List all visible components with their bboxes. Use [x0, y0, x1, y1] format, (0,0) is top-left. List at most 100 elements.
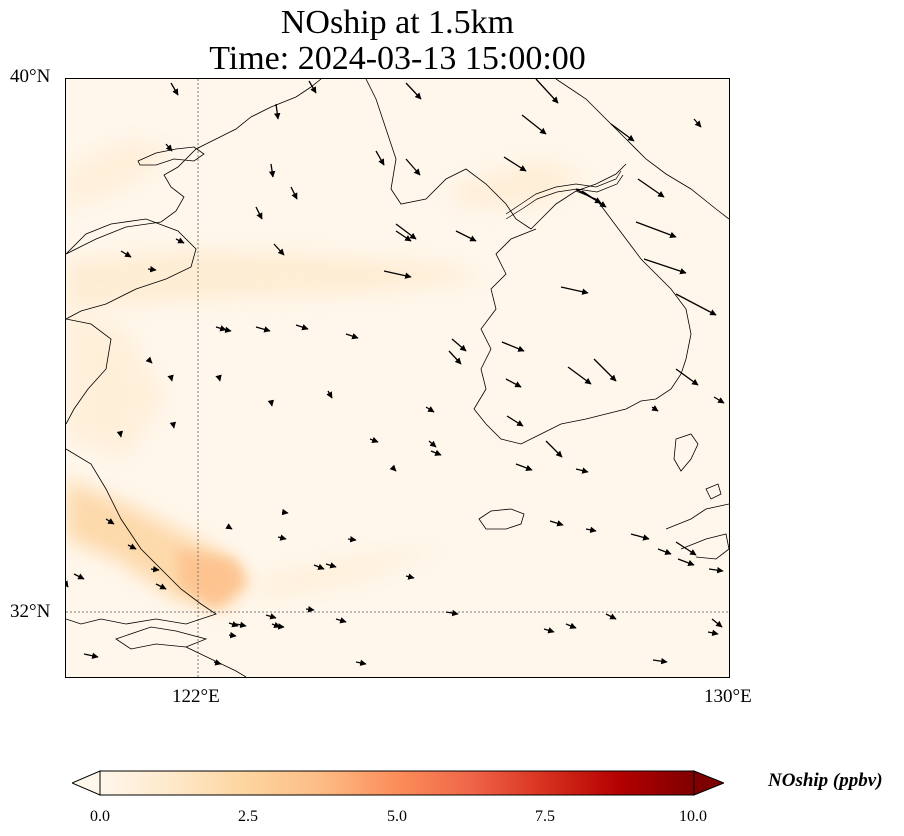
- plume-east-china-sea: [256, 549, 446, 599]
- wind-arrow: [675, 541, 697, 556]
- wind-vectors: [66, 79, 725, 667]
- colorbar-tick-3: 7.5: [535, 808, 555, 825]
- wind-arrow: [610, 123, 635, 142]
- wind-arrow: [228, 621, 239, 628]
- wind-arrow: [448, 350, 462, 365]
- wind-arrow: [405, 158, 421, 176]
- wind-arrow: [707, 629, 719, 637]
- wind-arrow: [389, 464, 397, 472]
- wind-arrow: [445, 609, 459, 617]
- wind-arrow: [369, 436, 379, 443]
- coast-iki-island: [705, 483, 722, 500]
- wind-arrow: [567, 366, 592, 385]
- wind-arrow: [308, 80, 317, 94]
- lat-tick-40n: 40°N: [10, 66, 51, 87]
- wind-arrow: [549, 520, 564, 527]
- korea-border-lines: [505, 170, 624, 220]
- border-line-1: [505, 170, 622, 215]
- colorbar-extend-high: [693, 770, 724, 796]
- wind-arrow: [335, 617, 347, 624]
- wind-arrow: [147, 266, 157, 273]
- wind-arrow: [155, 583, 167, 590]
- wind-arrow: [265, 613, 277, 620]
- plume-shanghai-core: [176, 549, 246, 609]
- wind-arrow: [290, 186, 298, 200]
- coast-north-korea-east: [555, 79, 729, 220]
- wind-arrow: [383, 270, 412, 279]
- wind-arrow: [255, 326, 271, 333]
- wind-arrow: [273, 243, 285, 256]
- wind-arrow: [274, 103, 281, 120]
- wind-arrow: [643, 258, 687, 275]
- wind-arrow: [635, 221, 677, 238]
- wind-arrow: [215, 374, 222, 382]
- wind-arrow: [545, 440, 563, 458]
- wind-arrow: [228, 631, 237, 639]
- wind-arrow: [325, 562, 337, 569]
- wind-arrow: [355, 659, 367, 667]
- coast-liaoning-bohai: [66, 79, 322, 255]
- coast-shandong-north: [66, 218, 197, 320]
- wind-arrow: [281, 508, 289, 516]
- wind-arrow: [167, 374, 174, 382]
- wind-arrow: [326, 390, 333, 399]
- wind-arrow: [395, 230, 412, 242]
- wind-arrow: [175, 237, 185, 244]
- wind-arrow: [116, 430, 124, 438]
- wind-arrow: [170, 82, 179, 96]
- wind-arrow: [560, 286, 589, 295]
- wind-arrow: [271, 621, 281, 628]
- wind-arrow: [430, 449, 442, 456]
- colorbar-tick-4: 10.0: [679, 808, 707, 825]
- wind-arrow: [630, 533, 650, 541]
- gridlines: [66, 79, 729, 677]
- wind-arrow: [503, 156, 527, 172]
- wind-arrow: [375, 150, 385, 166]
- wind-arrow: [405, 82, 422, 100]
- noship-concentration-field: [66, 79, 729, 677]
- map-canvas: [66, 79, 729, 677]
- wind-arrow: [120, 250, 132, 258]
- wind-arrow: [515, 463, 533, 471]
- colorbar-tick-1: 2.5: [238, 808, 258, 825]
- wind-arrow: [708, 566, 724, 574]
- wind-arrow: [66, 580, 69, 588]
- colorbar-tick-0: 0.0: [90, 808, 110, 825]
- wind-arrow: [165, 143, 173, 152]
- colorbar-label: NOship (ppbv): [768, 770, 883, 791]
- map-panel: [65, 78, 730, 678]
- wind-arrow: [150, 566, 160, 573]
- wind-arrow: [169, 421, 177, 429]
- plume-shandong-coast: [66, 309, 166, 459]
- coast-shandong-south: [66, 318, 112, 425]
- wind-arrow: [213, 659, 222, 666]
- coast-kyushu-north: [665, 503, 729, 530]
- wind-arrow: [313, 563, 325, 570]
- wind-arrow: [255, 206, 263, 220]
- wind-arrow: [651, 405, 659, 412]
- wind-arrow: [347, 536, 357, 543]
- wind-arrow: [395, 223, 417, 240]
- coast-liaodong-peninsula: [365, 79, 532, 230]
- colorbar-tick-2: 5.0: [387, 808, 407, 825]
- coast-chongming-island: [115, 626, 208, 650]
- wind-arrow: [425, 406, 435, 413]
- lon-tick-130e: 130°E: [704, 686, 752, 707]
- coast-jiangsu-shanghai: [66, 448, 217, 625]
- wind-arrow: [73, 573, 85, 580]
- lat-tick-32n: 32°N: [10, 601, 51, 622]
- plume-yellow-sea-north: [66, 249, 486, 309]
- wind-arrow: [451, 338, 467, 352]
- coast-kyushu: [680, 533, 729, 560]
- wind-arrow: [277, 534, 287, 541]
- wind-arrow: [543, 627, 555, 634]
- wind-arrow: [693, 118, 702, 128]
- wind-arrow: [501, 341, 525, 352]
- wind-arrow: [506, 415, 524, 427]
- wind-arrow: [305, 606, 315, 613]
- wind-arrow: [657, 548, 672, 555]
- wind-arrow: [505, 378, 522, 388]
- colorbar: [72, 770, 724, 796]
- map-time-subtitle: Time: 2024-03-13 15:00:00: [209, 40, 586, 77]
